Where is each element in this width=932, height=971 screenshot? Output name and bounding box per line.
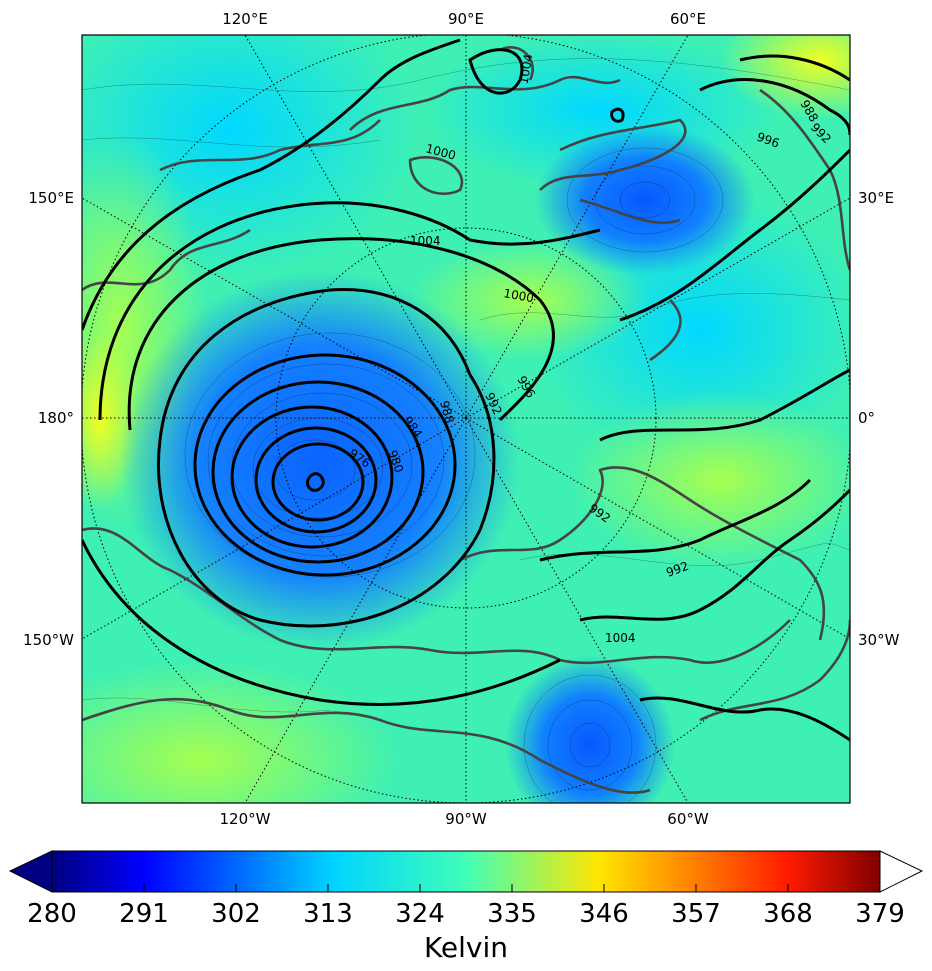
lon-label-top: 60°E [670,10,706,28]
longitude-labels: 120°E 90°E 60°E 120°W 90°W 60°W 150°E 18… [23,10,900,828]
coastlines [82,46,850,794]
lon-label-right: 30°W [858,631,900,649]
lon-label-left: 180° [38,409,74,427]
colorbar-tick-label: 368 [763,899,813,929]
colorbar-gradient [51,850,881,893]
colorbar-extend-min [8,850,53,893]
lon-label-bottom: 120°W [220,810,271,828]
colorbar-title: Kelvin [424,931,508,964]
lon-label-bottom: 90°W [445,810,487,828]
colorbar-extend-max [879,850,924,893]
isobar-label: 1004 [605,631,636,645]
colorbar-tick-label: 291 [119,899,169,929]
colorbar-tick-labels: 280 291 302 313 324 335 346 357 368 379 [27,884,905,929]
isobar-label: 988 [437,399,456,425]
lon-label-top: 120°E [222,10,268,28]
map-frame [81,34,851,804]
lon-label-top: 90°E [448,10,484,28]
colorbar-tick-label: 357 [671,899,721,929]
isobar-label: 1004 [410,234,441,248]
colorbar-tick-label: 313 [303,899,353,929]
temperature-field [82,35,850,803]
isobar-label: 1000 [502,286,535,305]
colorbar-tick-label: 302 [211,899,261,929]
lon-label-left: 150°E [28,189,74,207]
colorbar-tick-label: 324 [395,899,445,929]
isobars [82,38,850,742]
colorbar-tick-label: 379 [855,899,905,929]
isobar-label: 1004 [517,53,536,86]
lon-label-right: 30°E [858,189,894,207]
colorbar: 280 291 302 313 324 335 346 357 368 379 Kelvin [8,850,924,964]
colorbar-tick-label: 346 [579,899,629,929]
lon-label-right: 0° [858,409,875,427]
lon-label-bottom: 60°W [667,810,709,828]
colorbar-tick-label: 335 [487,899,537,929]
thin-contours [82,58,850,803]
lon-label-left: 150°W [23,631,74,649]
colorbar-tick-label: 280 [27,899,77,929]
